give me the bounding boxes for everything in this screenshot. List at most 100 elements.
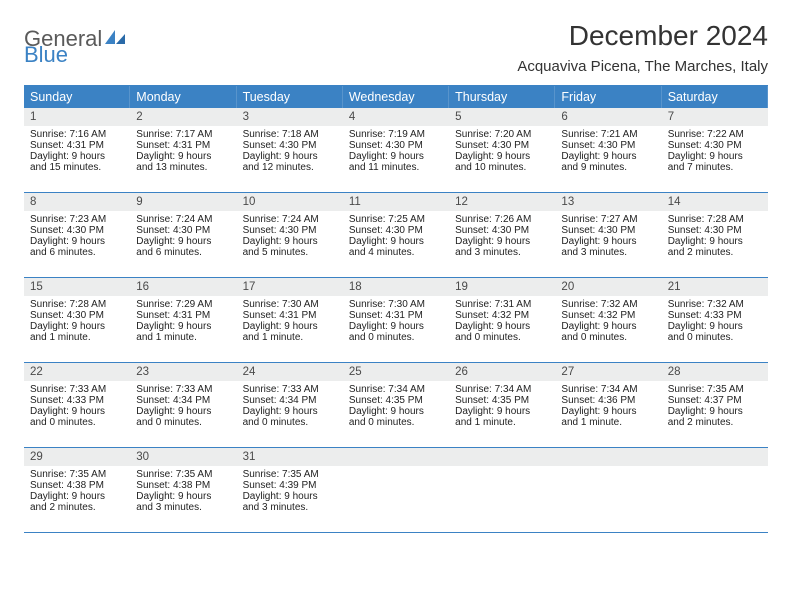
day-number: 6	[555, 108, 661, 126]
sunset-line: Sunset: 4:31 PM	[30, 140, 124, 151]
day-number: 26	[449, 363, 555, 381]
day-cell: Sunrise: 7:30 AMSunset: 4:31 PMDaylight:…	[343, 296, 449, 362]
sunset-line: Sunset: 4:37 PM	[668, 395, 762, 406]
day-of-week-header: SundayMondayTuesdayWednesdayThursdayFrid…	[24, 86, 768, 108]
day-number: 12	[449, 193, 555, 211]
calendar-week-row: 293031Sunrise: 7:35 AMSunset: 4:38 PMDay…	[24, 448, 768, 533]
day-number: 16	[130, 278, 236, 296]
sunset-line: Sunset: 4:39 PM	[243, 480, 337, 491]
day-number: 22	[24, 363, 130, 381]
sunrise-line: Sunrise: 7:16 AM	[30, 129, 124, 140]
daylight-line: Daylight: 9 hours and 0 minutes.	[243, 406, 337, 428]
day-cell: Sunrise: 7:22 AMSunset: 4:30 PMDaylight:…	[662, 126, 768, 192]
day-cell: Sunrise: 7:35 AMSunset: 4:39 PMDaylight:…	[237, 466, 343, 532]
sunset-line: Sunset: 4:30 PM	[30, 225, 124, 236]
day-number: 28	[662, 363, 768, 381]
sunrise-line: Sunrise: 7:28 AM	[668, 214, 762, 225]
calendar-week-row: 22232425262728Sunrise: 7:33 AMSunset: 4:…	[24, 363, 768, 448]
day-body-row: Sunrise: 7:28 AMSunset: 4:30 PMDaylight:…	[24, 296, 768, 362]
day-cell	[555, 466, 661, 532]
day-number: 10	[237, 193, 343, 211]
day-cell: Sunrise: 7:34 AMSunset: 4:35 PMDaylight:…	[449, 381, 555, 447]
location-text: Acquaviva Picena, The Marches, Italy	[517, 58, 768, 75]
day-cell	[343, 466, 449, 532]
daylight-line: Daylight: 9 hours and 15 minutes.	[30, 151, 124, 173]
sunset-line: Sunset: 4:30 PM	[668, 225, 762, 236]
sunrise-line: Sunrise: 7:33 AM	[243, 384, 337, 395]
daylight-line: Daylight: 9 hours and 0 minutes.	[668, 321, 762, 343]
daylight-line: Daylight: 9 hours and 6 minutes.	[136, 236, 230, 258]
day-number: 14	[662, 193, 768, 211]
day-number	[343, 448, 449, 466]
sunrise-line: Sunrise: 7:34 AM	[561, 384, 655, 395]
sunset-line: Sunset: 4:30 PM	[243, 140, 337, 151]
day-cell: Sunrise: 7:23 AMSunset: 4:30 PMDaylight:…	[24, 211, 130, 277]
sunrise-line: Sunrise: 7:35 AM	[243, 469, 337, 480]
daylight-line: Daylight: 9 hours and 3 minutes.	[561, 236, 655, 258]
day-cell	[662, 466, 768, 532]
dow-header-cell: Sunday	[24, 86, 130, 108]
day-body-row: Sunrise: 7:33 AMSunset: 4:33 PMDaylight:…	[24, 381, 768, 447]
day-body-row: Sunrise: 7:16 AMSunset: 4:31 PMDaylight:…	[24, 126, 768, 192]
daylight-line: Daylight: 9 hours and 10 minutes.	[455, 151, 549, 173]
day-number: 27	[555, 363, 661, 381]
day-number: 31	[237, 448, 343, 466]
sunset-line: Sunset: 4:30 PM	[30, 310, 124, 321]
sunset-line: Sunset: 4:34 PM	[243, 395, 337, 406]
daylight-line: Daylight: 9 hours and 1 minute.	[136, 321, 230, 343]
sunset-line: Sunset: 4:36 PM	[561, 395, 655, 406]
sunset-line: Sunset: 4:35 PM	[349, 395, 443, 406]
sunrise-line: Sunrise: 7:19 AM	[349, 129, 443, 140]
dow-header-cell: Friday	[555, 86, 661, 108]
calendar-page: General December 2024 Acquaviva Picena, …	[0, 0, 792, 553]
day-cell: Sunrise: 7:31 AMSunset: 4:32 PMDaylight:…	[449, 296, 555, 362]
day-cell: Sunrise: 7:21 AMSunset: 4:30 PMDaylight:…	[555, 126, 661, 192]
day-number: 13	[555, 193, 661, 211]
calendar-week-row: 15161718192021Sunrise: 7:28 AMSunset: 4:…	[24, 278, 768, 363]
daylight-line: Daylight: 9 hours and 7 minutes.	[668, 151, 762, 173]
sunset-line: Sunset: 4:30 PM	[349, 140, 443, 151]
dow-header-cell: Thursday	[449, 86, 555, 108]
sunrise-line: Sunrise: 7:31 AM	[455, 299, 549, 310]
weeks-container: 1234567Sunrise: 7:16 AMSunset: 4:31 PMDa…	[24, 108, 768, 533]
header-row: General December 2024 Acquaviva Picena, …	[24, 20, 768, 75]
sunset-line: Sunset: 4:30 PM	[561, 225, 655, 236]
sunrise-line: Sunrise: 7:33 AM	[30, 384, 124, 395]
daylight-line: Daylight: 9 hours and 0 minutes.	[349, 321, 443, 343]
sunrise-line: Sunrise: 7:20 AM	[455, 129, 549, 140]
daylight-line: Daylight: 9 hours and 1 minute.	[455, 406, 549, 428]
sunset-line: Sunset: 4:30 PM	[668, 140, 762, 151]
logo-sail-icon	[105, 26, 127, 52]
day-number: 30	[130, 448, 236, 466]
day-cell: Sunrise: 7:17 AMSunset: 4:31 PMDaylight:…	[130, 126, 236, 192]
calendar-week-row: 1234567Sunrise: 7:16 AMSunset: 4:31 PMDa…	[24, 108, 768, 193]
sunset-line: Sunset: 4:31 PM	[136, 140, 230, 151]
day-cell: Sunrise: 7:19 AMSunset: 4:30 PMDaylight:…	[343, 126, 449, 192]
day-number: 23	[130, 363, 236, 381]
sunset-line: Sunset: 4:30 PM	[136, 225, 230, 236]
title-block: December 2024 Acquaviva Picena, The Marc…	[517, 20, 768, 75]
sunrise-line: Sunrise: 7:25 AM	[349, 214, 443, 225]
day-cell: Sunrise: 7:27 AMSunset: 4:30 PMDaylight:…	[555, 211, 661, 277]
sunset-line: Sunset: 4:30 PM	[455, 225, 549, 236]
day-number-strip: 22232425262728	[24, 363, 768, 381]
daylight-line: Daylight: 9 hours and 2 minutes.	[668, 406, 762, 428]
sunrise-line: Sunrise: 7:35 AM	[30, 469, 124, 480]
sunset-line: Sunset: 4:30 PM	[349, 225, 443, 236]
day-cell: Sunrise: 7:24 AMSunset: 4:30 PMDaylight:…	[130, 211, 236, 277]
day-body-row: Sunrise: 7:35 AMSunset: 4:38 PMDaylight:…	[24, 466, 768, 532]
daylight-line: Daylight: 9 hours and 6 minutes.	[30, 236, 124, 258]
day-number: 25	[343, 363, 449, 381]
dow-header-cell: Saturday	[662, 86, 768, 108]
dow-header-cell: Tuesday	[237, 86, 343, 108]
day-cell: Sunrise: 7:34 AMSunset: 4:35 PMDaylight:…	[343, 381, 449, 447]
day-number-strip: 293031	[24, 448, 768, 466]
day-number-strip: 1234567	[24, 108, 768, 126]
daylight-line: Daylight: 9 hours and 0 minutes.	[455, 321, 549, 343]
sunset-line: Sunset: 4:33 PM	[668, 310, 762, 321]
day-number	[662, 448, 768, 466]
day-cell: Sunrise: 7:33 AMSunset: 4:34 PMDaylight:…	[237, 381, 343, 447]
daylight-line: Daylight: 9 hours and 3 minutes.	[455, 236, 549, 258]
day-number: 8	[24, 193, 130, 211]
sunrise-line: Sunrise: 7:26 AM	[455, 214, 549, 225]
